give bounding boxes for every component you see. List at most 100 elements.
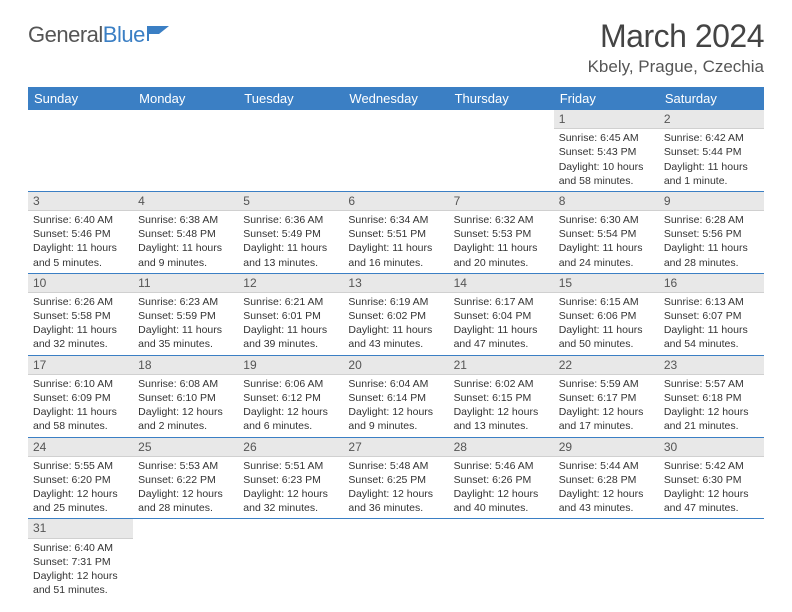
- day-details: Sunrise: 6:36 AMSunset: 5:49 PMDaylight:…: [238, 211, 343, 273]
- calendar-row: 3Sunrise: 6:40 AMSunset: 5:46 PMDaylight…: [28, 191, 764, 273]
- sunrise-line: Sunrise: 6:17 AM: [454, 295, 549, 309]
- day-number: 31: [28, 519, 133, 538]
- daylight-line: Daylight: 11 hours and 35 minutes.: [138, 323, 233, 351]
- day-details: Sunrise: 6:10 AMSunset: 6:09 PMDaylight:…: [28, 375, 133, 437]
- daylight-line: Daylight: 11 hours and 20 minutes.: [454, 241, 549, 269]
- day-number: 14: [449, 274, 554, 293]
- day-details: Sunrise: 6:23 AMSunset: 5:59 PMDaylight:…: [133, 293, 238, 355]
- sunrise-line: Sunrise: 6:08 AM: [138, 377, 233, 391]
- calendar-cell: 2Sunrise: 6:42 AMSunset: 5:44 PMDaylight…: [659, 110, 764, 191]
- calendar-cell: [343, 110, 448, 191]
- sunrise-line: Sunrise: 6:40 AM: [33, 541, 128, 555]
- calendar-row: 31Sunrise: 6:40 AMSunset: 7:31 PMDayligh…: [28, 519, 764, 600]
- calendar-row: 24Sunrise: 5:55 AMSunset: 6:20 PMDayligh…: [28, 437, 764, 519]
- calendar-cell: 6Sunrise: 6:34 AMSunset: 5:51 PMDaylight…: [343, 191, 448, 273]
- calendar-cell: 10Sunrise: 6:26 AMSunset: 5:58 PMDayligh…: [28, 273, 133, 355]
- day-number: 20: [343, 356, 448, 375]
- calendar-cell: 19Sunrise: 6:06 AMSunset: 6:12 PMDayligh…: [238, 355, 343, 437]
- sunrise-line: Sunrise: 6:28 AM: [664, 213, 759, 227]
- calendar-cell: 8Sunrise: 6:30 AMSunset: 5:54 PMDaylight…: [554, 191, 659, 273]
- calendar-cell: 18Sunrise: 6:08 AMSunset: 6:10 PMDayligh…: [133, 355, 238, 437]
- day-details: Sunrise: 6:38 AMSunset: 5:48 PMDaylight:…: [133, 211, 238, 273]
- day-number: 12: [238, 274, 343, 293]
- sunrise-line: Sunrise: 6:04 AM: [348, 377, 443, 391]
- sunset-line: Sunset: 6:22 PM: [138, 473, 233, 487]
- sunset-line: Sunset: 5:46 PM: [33, 227, 128, 241]
- sunset-line: Sunset: 5:51 PM: [348, 227, 443, 241]
- sunset-line: Sunset: 6:12 PM: [243, 391, 338, 405]
- day-details: Sunrise: 6:42 AMSunset: 5:44 PMDaylight:…: [659, 129, 764, 191]
- day-details: Sunrise: 5:48 AMSunset: 6:25 PMDaylight:…: [343, 457, 448, 519]
- daylight-line: Daylight: 11 hours and 50 minutes.: [559, 323, 654, 351]
- day-details: Sunrise: 5:44 AMSunset: 6:28 PMDaylight:…: [554, 457, 659, 519]
- day-details: Sunrise: 6:08 AMSunset: 6:10 PMDaylight:…: [133, 375, 238, 437]
- sunrise-line: Sunrise: 5:57 AM: [664, 377, 759, 391]
- sunrise-line: Sunrise: 6:15 AM: [559, 295, 654, 309]
- day-details: Sunrise: 6:13 AMSunset: 6:07 PMDaylight:…: [659, 293, 764, 355]
- daylight-line: Daylight: 12 hours and 28 minutes.: [138, 487, 233, 515]
- sunrise-line: Sunrise: 6:34 AM: [348, 213, 443, 227]
- day-details: Sunrise: 6:02 AMSunset: 6:15 PMDaylight:…: [449, 375, 554, 437]
- weekday-header: Monday: [133, 87, 238, 110]
- sunset-line: Sunset: 5:56 PM: [664, 227, 759, 241]
- day-number: 17: [28, 356, 133, 375]
- daylight-line: Daylight: 11 hours and 32 minutes.: [33, 323, 128, 351]
- day-number: 15: [554, 274, 659, 293]
- weekday-header: Sunday: [28, 87, 133, 110]
- daylight-line: Daylight: 12 hours and 51 minutes.: [33, 569, 128, 597]
- calendar-cell: 17Sunrise: 6:10 AMSunset: 6:09 PMDayligh…: [28, 355, 133, 437]
- day-number: 21: [449, 356, 554, 375]
- daylight-line: Daylight: 12 hours and 2 minutes.: [138, 405, 233, 433]
- logo-text-2: Blue: [103, 22, 145, 47]
- calendar-cell: 28Sunrise: 5:46 AMSunset: 6:26 PMDayligh…: [449, 437, 554, 519]
- day-details: Sunrise: 5:46 AMSunset: 6:26 PMDaylight:…: [449, 457, 554, 519]
- day-details: Sunrise: 6:40 AMSunset: 5:46 PMDaylight:…: [28, 211, 133, 273]
- day-details: Sunrise: 6:34 AMSunset: 5:51 PMDaylight:…: [343, 211, 448, 273]
- daylight-line: Daylight: 11 hours and 28 minutes.: [664, 241, 759, 269]
- sunset-line: Sunset: 6:25 PM: [348, 473, 443, 487]
- calendar-cell: 9Sunrise: 6:28 AMSunset: 5:56 PMDaylight…: [659, 191, 764, 273]
- daylight-line: Daylight: 11 hours and 1 minute.: [664, 160, 759, 188]
- calendar-cell: 21Sunrise: 6:02 AMSunset: 6:15 PMDayligh…: [449, 355, 554, 437]
- daylight-line: Daylight: 12 hours and 21 minutes.: [664, 405, 759, 433]
- sunrise-line: Sunrise: 5:46 AM: [454, 459, 549, 473]
- calendar-cell: [133, 519, 238, 600]
- sunrise-line: Sunrise: 6:06 AM: [243, 377, 338, 391]
- sunset-line: Sunset: 6:18 PM: [664, 391, 759, 405]
- calendar-cell: [238, 519, 343, 600]
- day-number: 28: [449, 438, 554, 457]
- day-details: Sunrise: 6:30 AMSunset: 5:54 PMDaylight:…: [554, 211, 659, 273]
- month-title: March 2024: [588, 18, 764, 55]
- day-number: 9: [659, 192, 764, 211]
- day-details: Sunrise: 6:21 AMSunset: 6:01 PMDaylight:…: [238, 293, 343, 355]
- day-number: 6: [343, 192, 448, 211]
- day-number: 8: [554, 192, 659, 211]
- daylight-line: Daylight: 12 hours and 47 minutes.: [664, 487, 759, 515]
- weekday-header: Friday: [554, 87, 659, 110]
- day-number: 4: [133, 192, 238, 211]
- calendar-cell: 20Sunrise: 6:04 AMSunset: 6:14 PMDayligh…: [343, 355, 448, 437]
- sunset-line: Sunset: 5:49 PM: [243, 227, 338, 241]
- day-number: 22: [554, 356, 659, 375]
- daylight-line: Daylight: 12 hours and 6 minutes.: [243, 405, 338, 433]
- daylight-line: Daylight: 12 hours and 36 minutes.: [348, 487, 443, 515]
- day-number: 13: [343, 274, 448, 293]
- day-number: 18: [133, 356, 238, 375]
- day-number: 30: [659, 438, 764, 457]
- sunrise-line: Sunrise: 5:59 AM: [559, 377, 654, 391]
- sunset-line: Sunset: 5:53 PM: [454, 227, 549, 241]
- calendar-cell: [238, 110, 343, 191]
- weekday-header: Thursday: [449, 87, 554, 110]
- day-details: Sunrise: 6:17 AMSunset: 6:04 PMDaylight:…: [449, 293, 554, 355]
- daylight-line: Daylight: 11 hours and 39 minutes.: [243, 323, 338, 351]
- calendar-cell: 25Sunrise: 5:53 AMSunset: 6:22 PMDayligh…: [133, 437, 238, 519]
- day-details: Sunrise: 6:06 AMSunset: 6:12 PMDaylight:…: [238, 375, 343, 437]
- logo-text: GeneralBlue: [28, 22, 145, 48]
- sunrise-line: Sunrise: 5:42 AM: [664, 459, 759, 473]
- location-text: Kbely, Prague, Czechia: [588, 57, 764, 77]
- day-details: Sunrise: 6:28 AMSunset: 5:56 PMDaylight:…: [659, 211, 764, 273]
- sunrise-line: Sunrise: 5:53 AM: [138, 459, 233, 473]
- day-number: 27: [343, 438, 448, 457]
- daylight-line: Daylight: 11 hours and 43 minutes.: [348, 323, 443, 351]
- calendar-cell: 11Sunrise: 6:23 AMSunset: 5:59 PMDayligh…: [133, 273, 238, 355]
